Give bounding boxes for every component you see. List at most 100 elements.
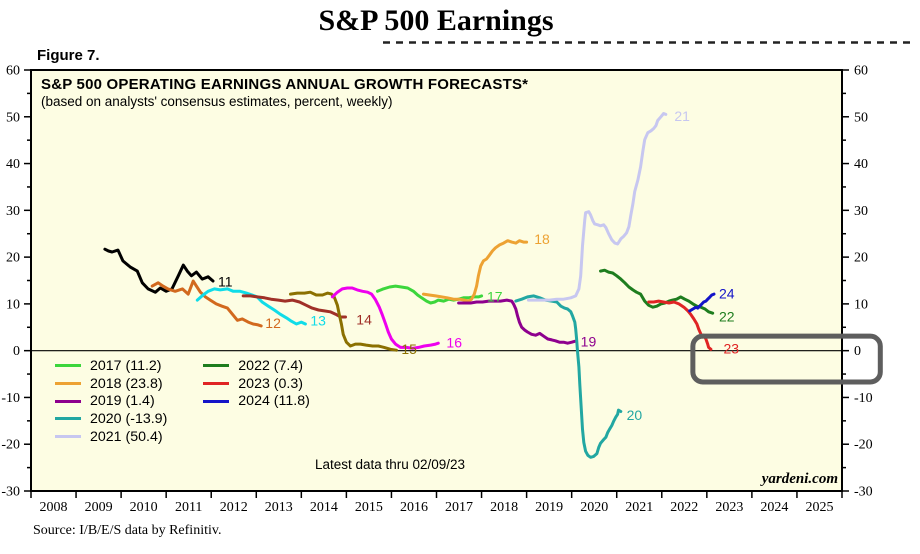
- series-line-2015: [289, 290, 398, 352]
- series-end-label-2019: 19: [581, 333, 597, 349]
- y-tick-label-right: 20: [854, 251, 868, 266]
- legend-label: 2022 (7.4): [238, 357, 303, 374]
- series-end-label-2020: 20: [627, 407, 643, 423]
- series-end-label-2012: 12: [265, 315, 281, 331]
- figure-label: Figure 7.: [37, 47, 100, 64]
- series-end-label-2022: 22: [719, 309, 735, 325]
- series-line-2019: [457, 298, 577, 345]
- watermark: yardeni.com: [761, 471, 838, 487]
- legend-swatch: [55, 435, 81, 439]
- x-tick-label: 2023: [715, 500, 743, 515]
- legend-swatch: [203, 382, 230, 386]
- legend-swatch: [55, 364, 81, 368]
- legend-label: 2020 (-13.9): [90, 410, 168, 427]
- x-tick-label: 2010: [130, 500, 158, 515]
- legend-label: 2017 (11.2): [90, 357, 162, 374]
- series-line-2011: [103, 247, 215, 294]
- legend-item: 2023 (0.3): [203, 375, 310, 393]
- legend-label: 2023 (0.3): [238, 375, 303, 392]
- y-tick-label-right: 50: [854, 110, 868, 125]
- latest-data-note: Latest data thru 02/09/23: [314, 457, 466, 472]
- legend-swatch: [55, 399, 81, 403]
- x-tick-label: 2016: [400, 500, 428, 515]
- y-tick-label-left: -20: [1, 438, 20, 453]
- chart-title: S&P 500 OPERATING EARNINGS ANNUAL GROWTH…: [41, 76, 529, 93]
- x-tick-label: 2008: [40, 500, 68, 515]
- y-tick-label-right: 60: [854, 64, 868, 79]
- x-tick-label: 2012: [220, 500, 248, 515]
- series-end-label-2024: 24: [719, 286, 735, 302]
- legend-item: 2020 (-13.9): [55, 410, 167, 428]
- x-tick-label: 2009: [85, 500, 113, 515]
- x-tick-label: 2018: [490, 500, 518, 515]
- chart-legend: 2017 (11.2) 2018 (23.8) 2019 (1.4) 2020 (-1…: [55, 357, 310, 445]
- x-tick-label: 2015: [355, 500, 383, 515]
- y-tick-label-left: 60: [6, 64, 20, 79]
- legend-label: 2024 (11.8): [238, 393, 310, 410]
- legend-label: 2019 (1.4): [90, 393, 155, 410]
- y-tick-label-right: 30: [854, 204, 868, 219]
- series-end-label-2017: 17: [487, 288, 503, 304]
- x-tick-label: 2014: [310, 500, 338, 515]
- y-tick-label-right: -10: [854, 391, 873, 406]
- x-tick-label: 2021: [625, 500, 653, 515]
- series-end-label-2011: 11: [218, 273, 233, 289]
- series-line-2022: [599, 268, 715, 315]
- y-tick-label-left: 30: [6, 204, 20, 219]
- chart-subtitle: (based on analysts' consensus estimates,…: [41, 94, 393, 109]
- series-line-2020: [514, 294, 623, 459]
- y-tick-label-right: 40: [854, 157, 868, 172]
- source-line: Source: I/B/E/S data by Refinitiv.: [33, 523, 222, 538]
- x-tick-label: 2022: [670, 500, 698, 515]
- legend-swatch: [55, 382, 81, 386]
- legend-column-1: 2017 (11.2) 2018 (23.8) 2019 (1.4) 2020 (-1…: [55, 357, 167, 445]
- legend-swatch: [203, 399, 230, 403]
- series-end-label-2018: 18: [534, 231, 550, 247]
- series-end-label-2023: 23: [724, 340, 740, 356]
- y-tick-label-left: -10: [1, 391, 20, 406]
- y-tick-label-left: 20: [6, 251, 20, 266]
- series-end-label-2013: 13: [310, 313, 326, 329]
- x-tick-label: 2017: [445, 500, 473, 515]
- legend-column-2: 2022 (7.4) 2023 (0.3) 2024 (11.8): [203, 357, 310, 445]
- series-line-2012: [150, 279, 263, 328]
- series-line-2017: [376, 284, 484, 305]
- series-end-label-2015: 15: [401, 341, 417, 357]
- legend-label: 2018 (23.8): [90, 375, 163, 392]
- y-tick-label-right: 10: [854, 297, 868, 312]
- x-tick-label: 2024: [760, 500, 788, 515]
- y-tick-label-right: -20: [854, 438, 873, 453]
- series-line-2021: [526, 112, 668, 302]
- series-end-label-2014: 14: [356, 311, 372, 327]
- y-tick-label-right: -30: [854, 485, 873, 500]
- legend-item: 2021 (50.4): [55, 428, 167, 446]
- series-line-2024: [688, 292, 716, 313]
- legend-swatch: [55, 417, 81, 421]
- y-tick-label-left: 40: [6, 157, 20, 172]
- legend-label: 2021 (50.4): [90, 428, 163, 445]
- page-title: S&P 500 Earnings: [318, 4, 554, 37]
- x-tick-label: 2011: [175, 500, 202, 515]
- x-tick-label: 2013: [265, 500, 293, 515]
- y-tick-label-right: 0: [854, 344, 861, 359]
- legend-item: 2022 (7.4): [203, 357, 310, 375]
- legend-item: 2017 (11.2): [55, 357, 167, 375]
- y-tick-label-left: -30: [1, 485, 20, 500]
- series-end-label-2016: 16: [446, 335, 462, 351]
- y-tick-label-left: 50: [6, 110, 20, 125]
- x-tick-label: 2019: [535, 500, 563, 515]
- x-tick-label: 2025: [805, 500, 833, 515]
- y-tick-label-left: 0: [13, 344, 20, 359]
- series-line-2018: [421, 239, 529, 303]
- legend-item: 2018 (23.8): [55, 375, 167, 393]
- plot-area: [30, 69, 843, 492]
- legend-item: 2024 (11.8): [203, 392, 310, 410]
- legend-swatch: [203, 364, 230, 368]
- series-line-2016: [330, 286, 440, 350]
- series-end-label-2021: 21: [674, 108, 690, 124]
- series-line-2014: [241, 294, 347, 319]
- highlight-box: [690, 333, 883, 385]
- y-tick-label-left: 10: [6, 297, 20, 312]
